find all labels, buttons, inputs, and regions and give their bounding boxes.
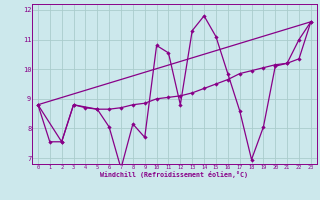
X-axis label: Windchill (Refroidissement éolien,°C): Windchill (Refroidissement éolien,°C) [100,171,248,178]
